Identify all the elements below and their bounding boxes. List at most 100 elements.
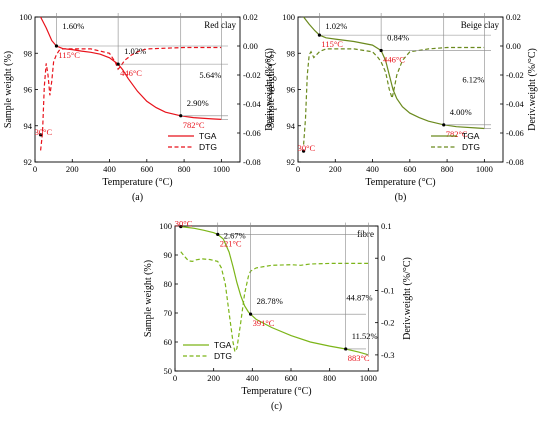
y2-tick-label: 0.00 (506, 41, 521, 51)
y-tick-label: 100 (19, 12, 32, 22)
temperature-marker (344, 347, 348, 351)
legend-label-dtg: DTG (462, 142, 480, 152)
x-tick-label: 600 (140, 164, 153, 174)
y2-tick-label: -0.08 (243, 157, 261, 167)
y2-tick-label: -0.1 (381, 285, 394, 295)
x-tick-label: 1000 (360, 373, 377, 383)
mass-loss-label: 44.87% (346, 293, 372, 303)
y2-tick-label: -0.2 (381, 318, 394, 328)
mass-loss-label: 0.84% (387, 33, 409, 43)
x-tick-label: 1000 (213, 164, 230, 174)
x-tick-label: 600 (285, 373, 298, 383)
y2-tick-label: 0.00 (243, 41, 258, 51)
series-dtg-line (303, 46, 485, 145)
temperature-marker (248, 312, 253, 316)
y2-tick-label: -0.06 (506, 128, 524, 138)
y2-tick-label: 0.02 (506, 12, 521, 22)
y2-tick-label: 0.02 (243, 12, 258, 22)
temperature-label: 115°C (58, 50, 80, 60)
x-tick-label: 400 (103, 164, 116, 174)
series-tga-line (180, 226, 369, 356)
temperature-label: 446°C (120, 68, 142, 78)
y2-tick-label: -0.08 (506, 157, 524, 167)
y2-tick-label: 0 (381, 253, 385, 263)
y-tick-label: 96 (24, 85, 33, 95)
panel-label: (b) (395, 192, 407, 203)
x-tick-label: 800 (323, 373, 336, 383)
y-tick-label: 90 (164, 250, 173, 260)
y-tick-label: 100 (159, 221, 172, 231)
sample-label: Beige clay (461, 20, 500, 30)
sample-label: fibre (357, 229, 374, 239)
temperature-marker (317, 33, 322, 37)
temperature-label: 391°C (253, 318, 275, 328)
y-axis-label: Sample weight (%) (3, 51, 14, 128)
y2-tick-label: -0.04 (506, 99, 524, 109)
temperature-marker (38, 133, 43, 137)
x-tick-label: 800 (178, 164, 191, 174)
y2-tick-label: -0.06 (243, 128, 261, 138)
temperature-label: 115°C (321, 39, 343, 49)
legend-label-dtg: DTG (214, 351, 232, 361)
temperature-label: 30°C (35, 127, 53, 137)
y2-tick-label: -0.02 (243, 70, 261, 80)
series-dtg-line (180, 251, 369, 354)
temperature-label: 30°C (175, 219, 193, 229)
y2-axis-label: Deriv.weight (%/°C) (402, 257, 413, 340)
x-axis-label: Temperature (°C) (102, 177, 172, 188)
mass-loss-label: 2.90% (187, 98, 209, 108)
y-axis-label: Sample weight (%) (266, 51, 277, 128)
y-tick-label: 96 (287, 85, 296, 95)
mass-loss-label: 1.60% (62, 21, 84, 31)
x-tick-label: 0 (33, 164, 37, 174)
y-axis-label: Sample weight (%) (143, 260, 154, 337)
y-tick-label: 50 (164, 366, 173, 376)
mass-loss-label: 1.02% (325, 21, 347, 31)
x-tick-label: 200 (207, 373, 220, 383)
y2-tick-label: 0.1 (381, 221, 392, 231)
temperature-marker (301, 149, 306, 153)
temperature-label: 883°C (348, 353, 370, 363)
series-dtg-line (40, 46, 222, 151)
y-tick-label: 70 (164, 308, 173, 318)
chart-panel-1: 0 200 400 600 800 1000 92 94 96 98 100 -0.08 -0.06 -0… (266, 12, 538, 203)
mass-loss-label: 4.00% (450, 107, 472, 117)
mass-loss-label: 11.52% (352, 331, 378, 341)
temperature-marker (179, 224, 183, 229)
y-tick-label: 60 (164, 337, 173, 347)
legend-label-tga: TGA (462, 131, 480, 141)
mass-loss-label: 28.78% (257, 296, 283, 306)
x-tick-label: 600 (403, 164, 416, 174)
y-tick-label: 92 (24, 157, 33, 167)
temperature-label: 30°C (298, 143, 316, 153)
x-tick-label: 200 (66, 164, 79, 174)
plot-frame (174, 225, 379, 372)
x-tick-label: 0 (173, 373, 177, 383)
mass-loss-label: 6.12% (462, 75, 484, 85)
x-tick-label: 1000 (476, 164, 493, 174)
chart-panel-2: 0 200 400 600 800 1000 50 60 70 80 90 100 -0.3 -0.2 -0… (143, 219, 413, 412)
temperature-marker (54, 44, 59, 48)
y-tick-label: 98 (24, 48, 33, 58)
x-tick-label: 400 (366, 164, 379, 174)
x-axis-label: Temperature (°C) (241, 386, 311, 397)
y2-axis-label: Deriv.weight (%/°C) (264, 48, 275, 131)
x-tick-label: 400 (246, 373, 259, 383)
temperature-label: 782°C (183, 120, 205, 130)
x-tick-label: 200 (329, 164, 342, 174)
x-tick-label: 0 (296, 164, 300, 174)
sample-label: Red clay (204, 20, 236, 30)
temperature-marker (179, 114, 183, 118)
y-tick-label: 80 (164, 279, 173, 289)
chart-panel-0: 0 200 400 600 800 1000 92 94 96 98 100 -0.08 -0.06 -0… (3, 12, 275, 203)
mass-loss-label: 5.64% (199, 70, 221, 80)
y2-tick-label: -0.04 (243, 99, 261, 109)
temperature-label: 782°C (446, 129, 468, 139)
legend-label-dtg: DTG (199, 142, 217, 152)
y-tick-label: 94 (24, 121, 33, 131)
panel-label: (a) (132, 192, 143, 203)
temperature-marker (379, 48, 383, 53)
temperature-marker (442, 123, 446, 127)
y2-axis-label: Deriv.weight (%/°C) (527, 48, 538, 131)
